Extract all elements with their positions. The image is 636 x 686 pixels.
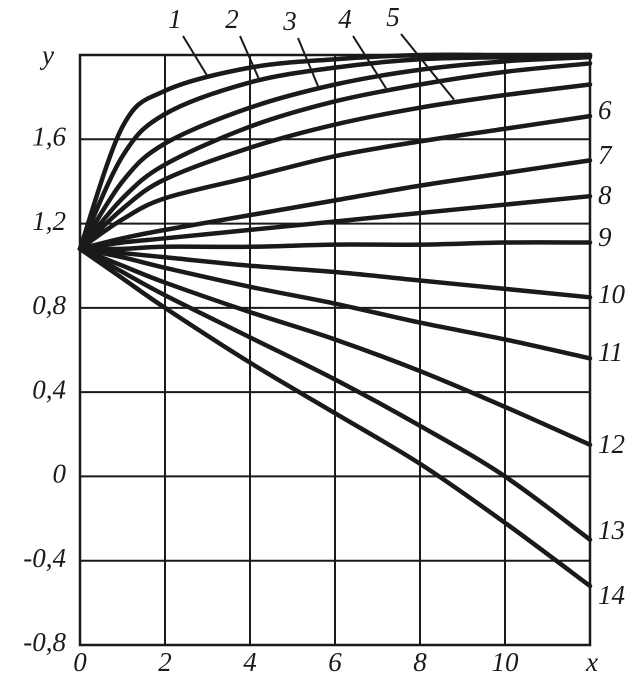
series-label: 14 [598, 580, 625, 610]
series-label: 5 [386, 2, 400, 32]
leader-line [239, 35, 260, 79]
series-line [77, 246, 593, 589]
x-tick-label: 4 [243, 647, 257, 677]
series-label: 13 [598, 515, 625, 545]
series-label: 6 [598, 95, 612, 125]
leader-line [297, 37, 319, 87]
series-line [77, 52, 593, 252]
series-line [77, 193, 593, 252]
y-tick-label: 0,8 [32, 290, 66, 320]
series-line [77, 246, 593, 448]
y-tick-label: -0,4 [23, 543, 66, 573]
series-line [77, 158, 593, 252]
series-label: 1 [168, 4, 182, 34]
series-line [77, 54, 593, 252]
y-tick-label: -0,8 [23, 627, 66, 657]
y-tick-label: 0,4 [32, 374, 66, 404]
y-tick-label: 1,2 [32, 206, 66, 236]
series-line [77, 240, 593, 252]
series-label: 10 [598, 279, 626, 309]
leader-line [182, 35, 209, 77]
leader-line [400, 33, 455, 101]
series-label: 9 [598, 222, 612, 252]
y-tick-label: 0 [53, 459, 67, 489]
series-label: 8 [598, 180, 612, 210]
series-line [77, 82, 593, 252]
x-tick-label: 8 [413, 647, 427, 677]
series-line [77, 52, 593, 252]
series-label: 7 [598, 140, 613, 170]
x-axis-label: x [585, 647, 598, 677]
x-tick-label: 0 [73, 647, 87, 677]
leader-line [352, 35, 387, 89]
x-tick-label: 10 [492, 647, 520, 677]
series-line [77, 246, 593, 542]
series-line [77, 61, 593, 252]
y-tick-label: 1,6 [32, 121, 66, 151]
series-label: 2 [225, 4, 239, 34]
x-tick-label: 6 [328, 647, 342, 677]
series-label: 12 [598, 429, 625, 459]
y-axis-label: y [39, 40, 54, 70]
x-tick-label: 2 [158, 647, 172, 677]
series-line [77, 113, 593, 252]
series-line [77, 246, 593, 361]
series-line [77, 246, 593, 300]
series-label: 3 [282, 6, 297, 36]
series-label: 11 [598, 337, 623, 367]
series-label: 4 [338, 4, 352, 34]
